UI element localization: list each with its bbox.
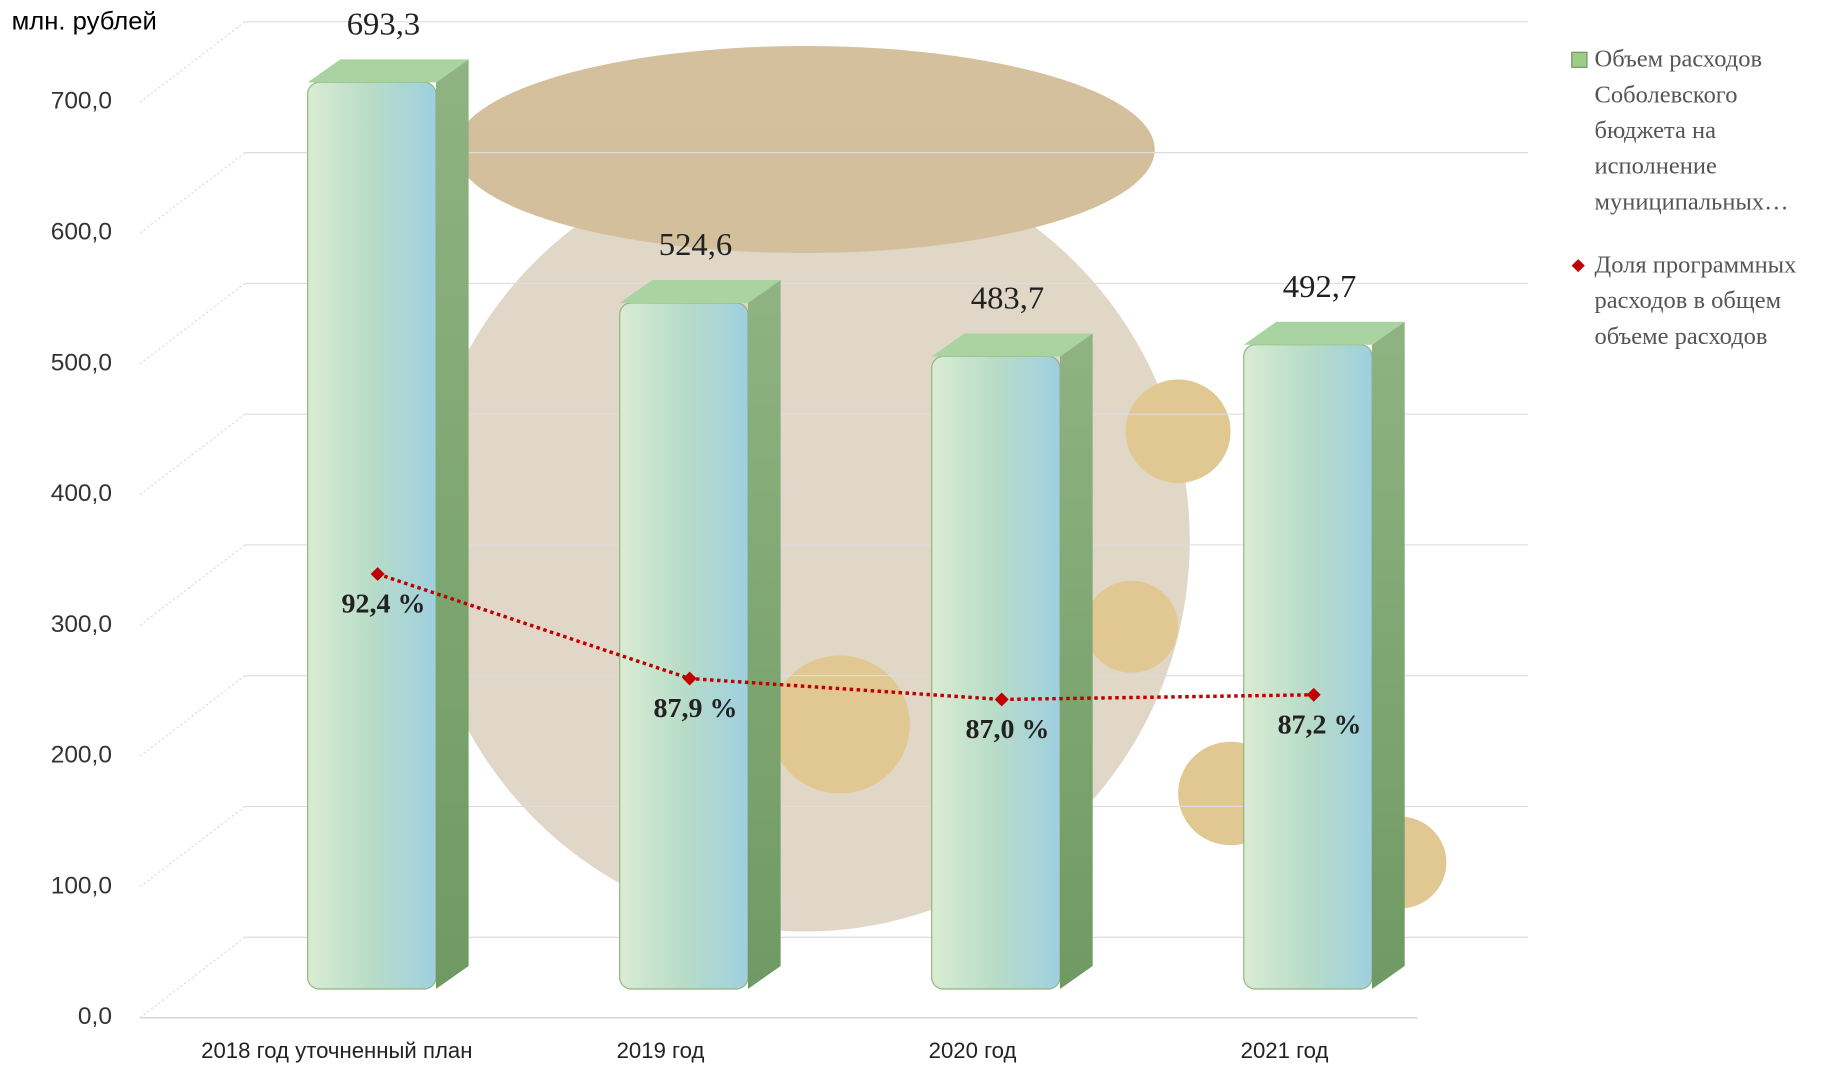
legend-key bbox=[1571, 259, 1585, 273]
grid-line bbox=[139, 152, 246, 234]
bar-top bbox=[307, 59, 469, 83]
data-label: 693,3 bbox=[347, 7, 420, 43]
data-label: 524,6 bbox=[659, 227, 732, 263]
bar-front bbox=[619, 302, 749, 990]
grid-line bbox=[139, 806, 246, 888]
data-label: 87,0 % bbox=[966, 714, 1050, 745]
bar-side bbox=[1372, 321, 1405, 989]
y-tick-label: 400,0 bbox=[51, 480, 112, 507]
data-label: 492,7 bbox=[1283, 269, 1356, 305]
y-tick-label: 700,0 bbox=[51, 88, 112, 115]
x-tick-label: 2021 год bbox=[1241, 1038, 1329, 1063]
data-label: 87,2 % bbox=[1278, 710, 1362, 741]
bar-side bbox=[1060, 333, 1093, 989]
y-tick-label: 200,0 bbox=[51, 742, 112, 769]
y-tick-label: 100,0 bbox=[51, 873, 112, 900]
marker bbox=[1306, 687, 1321, 702]
bar-top bbox=[619, 279, 781, 303]
legend-label: Объем расходов Соболевского бюджета на и… bbox=[1594, 44, 1789, 216]
data-label: 483,7 bbox=[971, 281, 1044, 317]
legend-label: Доля программных расходов в общем объеме… bbox=[1594, 250, 1797, 350]
y-tick-label: 300,0 bbox=[51, 611, 112, 638]
grid-line bbox=[139, 21, 246, 103]
bar-front bbox=[307, 81, 437, 990]
y-tick-label: 600,0 bbox=[51, 219, 112, 246]
bar bbox=[931, 333, 1093, 990]
grid-line bbox=[139, 544, 246, 626]
x-tick-label: 2019 год bbox=[617, 1038, 705, 1063]
bar bbox=[307, 59, 469, 990]
bar-side bbox=[747, 279, 781, 989]
bar-front bbox=[931, 355, 1061, 990]
y-tick-label: 500,0 bbox=[51, 349, 112, 376]
grid-line bbox=[139, 936, 246, 1019]
bar bbox=[619, 279, 781, 990]
y-axis-title: млн. рублей bbox=[12, 8, 157, 36]
legend-item: Объем расходов Соболевского бюджета на и… bbox=[1569, 41, 1829, 219]
x-tick-label: 2018 год уточненный план bbox=[201, 1038, 472, 1063]
grid-line bbox=[139, 675, 246, 757]
bar-side bbox=[435, 59, 469, 989]
data-label: 87,9 % bbox=[654, 693, 738, 724]
data-label: 92,4 % bbox=[342, 589, 426, 620]
bar-top bbox=[1243, 321, 1405, 345]
y-tick-label: 0,0 bbox=[78, 1003, 112, 1030]
bar bbox=[1243, 321, 1405, 990]
grid-line bbox=[139, 282, 246, 365]
marker bbox=[994, 692, 1009, 707]
grid-line bbox=[139, 413, 246, 496]
marker bbox=[682, 671, 697, 686]
legend-item: Доля программных расходов в общем объеме… bbox=[1569, 247, 1829, 354]
marker bbox=[370, 567, 385, 581]
line bbox=[377, 572, 1314, 702]
bar-front bbox=[1243, 344, 1373, 990]
legend-key bbox=[1571, 51, 1588, 68]
legend: Объем расходов Соболевского бюджета на и… bbox=[1569, 41, 1829, 354]
x-tick-label: 2020 год bbox=[929, 1038, 1017, 1063]
bar-top bbox=[931, 333, 1093, 357]
